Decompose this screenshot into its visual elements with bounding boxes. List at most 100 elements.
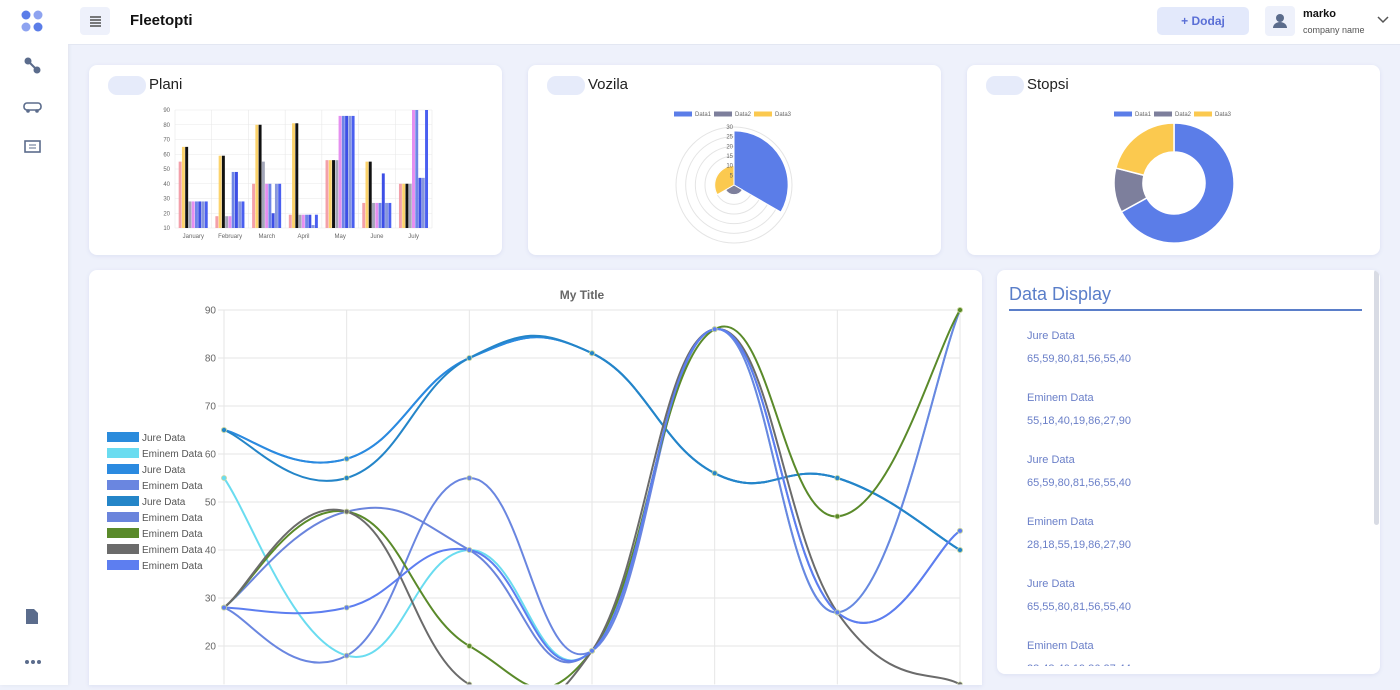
series-line <box>223 328 961 685</box>
data-point <box>711 470 718 477</box>
scrollbar[interactable] <box>1374 270 1379 525</box>
legend-swatch <box>1114 111 1132 117</box>
bar <box>181 146 185 228</box>
data-point <box>589 350 595 357</box>
y-tick-label: 80 <box>205 354 217 365</box>
more-icon[interactable] <box>25 660 41 664</box>
bar <box>421 177 425 228</box>
data-point <box>834 475 841 481</box>
y-tick-label: 60 <box>163 152 170 158</box>
bar <box>271 213 275 228</box>
bar <box>295 123 299 228</box>
data-list: Jure Data 65,59,80,81,56,55,40 Eminem Data… <box>1027 330 1357 666</box>
routes-icon[interactable] <box>24 57 41 74</box>
bar <box>415 110 419 228</box>
bar <box>351 115 355 228</box>
bar <box>388 202 392 228</box>
data-point <box>343 475 350 481</box>
x-tick-label: July <box>408 234 419 240</box>
menu-button[interactable] <box>80 7 110 35</box>
data-point <box>343 604 350 611</box>
bar <box>252 183 256 228</box>
bar <box>345 115 349 228</box>
item-label: Jure Data <box>1027 578 1075 590</box>
card-title: Plani <box>149 76 183 93</box>
legend-label: Data3 <box>775 112 792 118</box>
legend-swatch <box>1194 111 1212 117</box>
r-tick-label: 20 <box>726 144 733 150</box>
bar <box>378 202 382 228</box>
x-tick-label: June <box>370 234 384 240</box>
card-title: Vozila <box>588 76 629 93</box>
bar <box>305 214 309 228</box>
bar <box>348 115 352 228</box>
add-button[interactable]: + Dodaj <box>1157 7 1249 35</box>
bar <box>274 183 278 228</box>
card-title: Stopsi <box>1027 76 1069 93</box>
legend-swatch <box>107 528 139 538</box>
item-values: 28,48,40,19,86,27,44 <box>1027 663 1131 666</box>
legend-label: Eminem Data <box>142 545 203 556</box>
bar <box>408 183 412 228</box>
bar <box>241 201 245 228</box>
legend-label: Eminem Data <box>142 513 203 524</box>
header: Fleetopti + Dodaj marko company name <box>68 0 1400 45</box>
data-point <box>834 609 841 616</box>
company-name: company name <box>1303 25 1365 35</box>
bar <box>335 160 339 228</box>
legend-label: Data2 <box>735 112 752 118</box>
legend-swatch <box>754 111 772 117</box>
data-point <box>466 643 473 649</box>
bar <box>362 202 366 228</box>
bar <box>238 201 242 228</box>
bar <box>341 115 345 228</box>
user-name: marko <box>1303 8 1337 20</box>
x-tick-label: April <box>297 234 309 240</box>
sidebar-icons <box>21 10 43 664</box>
bar <box>325 160 329 228</box>
bar <box>265 183 269 228</box>
bar <box>258 124 262 228</box>
r-tick-label: 30 <box>726 125 733 131</box>
legend-swatch <box>107 464 139 474</box>
y-tick-label: 30 <box>205 594 217 605</box>
title-underline <box>1009 309 1362 311</box>
bar <box>194 201 198 228</box>
plani-card: Plani 10 20 30 40 50 60 70 80 90 January February M… <box>89 65 502 255</box>
bar <box>178 161 182 228</box>
legend-label: Eminem Data <box>142 561 203 572</box>
card-icon <box>986 76 1024 95</box>
legend-swatch <box>107 496 139 506</box>
legend-swatch <box>107 432 139 442</box>
bar <box>191 201 195 228</box>
bar <box>231 171 235 228</box>
bar <box>261 161 265 228</box>
bar <box>188 201 192 228</box>
document-icon[interactable] <box>26 609 38 624</box>
legend-swatch <box>107 544 139 554</box>
stopsi-card: Stopsi Data1 Data2 Data3 <box>967 65 1380 255</box>
y-tick-label: 50 <box>163 167 170 173</box>
bar <box>268 183 272 228</box>
y-tick-label: 80 <box>163 123 170 129</box>
item-values: 28,18,55,19,86,27,90 <box>1027 539 1131 551</box>
stops-icon[interactable] <box>24 140 41 153</box>
avatar[interactable] <box>1265 6 1295 36</box>
data-point <box>466 547 473 553</box>
legend-swatch <box>107 480 139 490</box>
r-tick-label: 10 <box>726 164 733 170</box>
user-menu-chevron[interactable] <box>1376 14 1390 26</box>
logo[interactable] <box>21 10 43 32</box>
y-tick-label: 20 <box>205 642 217 653</box>
card-icon <box>547 76 585 95</box>
bar <box>405 183 409 228</box>
legend-swatch <box>674 111 692 117</box>
data-point <box>343 455 350 462</box>
y-tick-label: 90 <box>205 306 217 317</box>
data-point <box>343 508 350 515</box>
plot-area <box>221 307 963 685</box>
y-tick-label: 60 <box>205 450 217 461</box>
bar <box>255 124 259 228</box>
car-icon[interactable] <box>23 102 42 113</box>
polar-slice <box>714 165 735 196</box>
